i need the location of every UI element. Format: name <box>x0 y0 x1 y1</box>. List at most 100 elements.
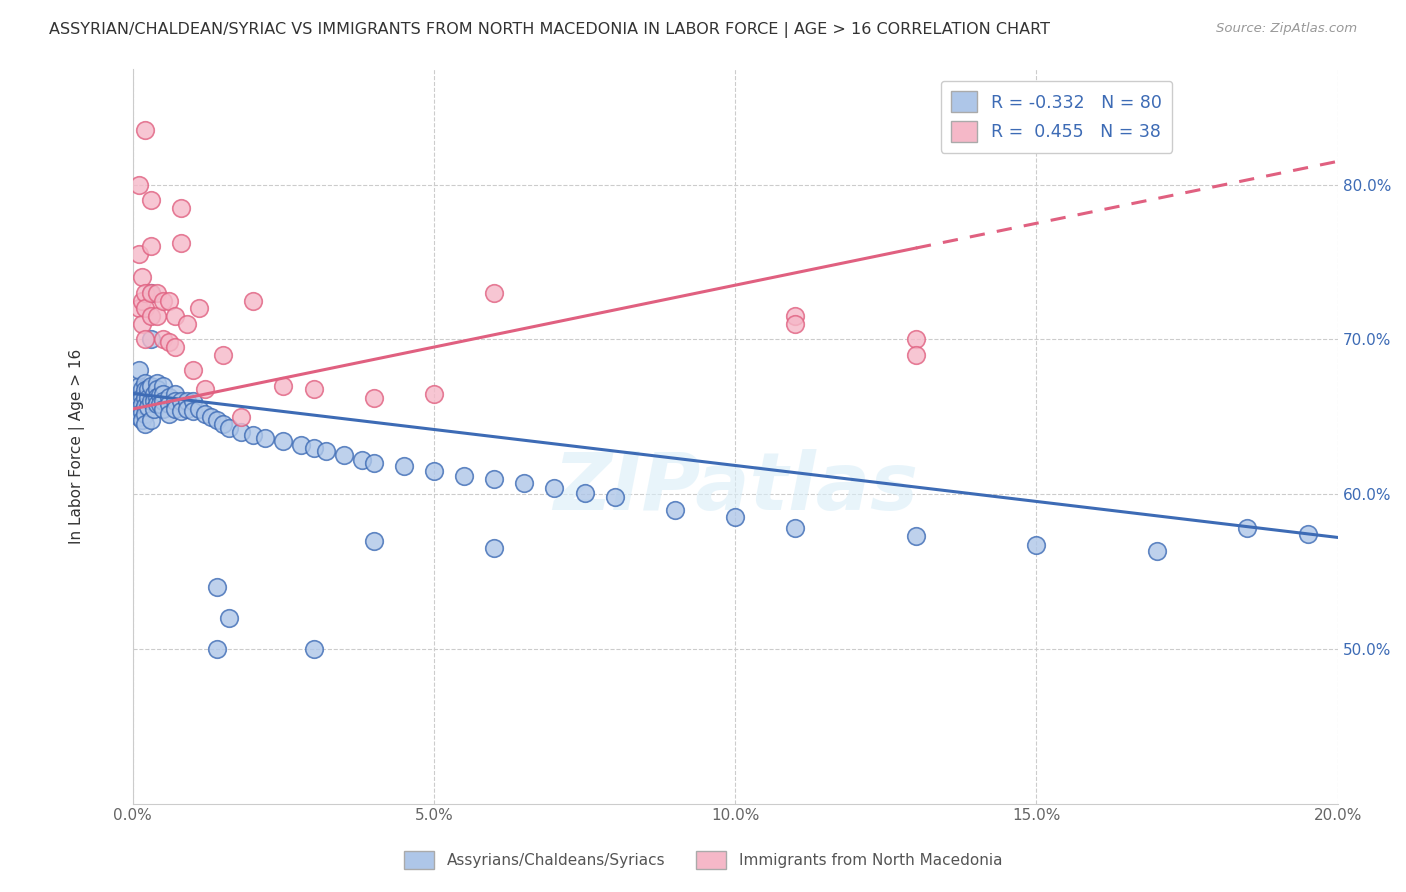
Point <box>904 529 927 543</box>
Point <box>131 270 153 285</box>
Point <box>134 376 156 390</box>
Point <box>170 403 193 417</box>
Point <box>134 285 156 300</box>
Point <box>163 340 186 354</box>
Point <box>139 378 162 392</box>
Point <box>134 332 156 346</box>
Point <box>423 464 446 478</box>
Point <box>128 394 150 409</box>
Point <box>574 485 596 500</box>
Point <box>242 428 264 442</box>
Point <box>134 123 156 137</box>
Point <box>176 394 198 409</box>
Point <box>218 420 240 434</box>
Point <box>152 402 174 417</box>
Point <box>170 394 193 409</box>
Point <box>181 403 204 417</box>
Point <box>484 541 506 556</box>
Point <box>146 376 169 390</box>
Point <box>664 502 686 516</box>
Point <box>128 178 150 192</box>
Point <box>205 580 228 594</box>
Point <box>163 386 186 401</box>
Point <box>181 394 204 409</box>
Point <box>170 236 193 251</box>
Point <box>134 407 156 421</box>
Point <box>136 391 159 405</box>
Point <box>139 285 162 300</box>
Point <box>363 456 385 470</box>
Point <box>290 437 312 451</box>
Point <box>205 413 228 427</box>
Point <box>273 434 295 449</box>
Point <box>131 405 153 419</box>
Point <box>194 407 217 421</box>
Point <box>200 409 222 424</box>
Point <box>543 481 565 495</box>
Point <box>212 348 235 362</box>
Point <box>188 402 211 417</box>
Point <box>152 386 174 401</box>
Point <box>152 293 174 308</box>
Point <box>194 382 217 396</box>
Point <box>131 382 153 396</box>
Point <box>142 394 165 409</box>
Text: ASSYRIAN/CHALDEAN/SYRIAC VS IMMIGRANTS FROM NORTH MACEDONIA IN LABOR FORCE | AGE: ASSYRIAN/CHALDEAN/SYRIAC VS IMMIGRANTS F… <box>49 22 1050 38</box>
Point <box>146 309 169 323</box>
Point <box>170 201 193 215</box>
Point <box>315 443 337 458</box>
Point <box>128 378 150 392</box>
Point <box>163 309 186 323</box>
Point <box>139 193 162 207</box>
Point <box>163 402 186 417</box>
Point <box>231 425 253 440</box>
Point <box>128 402 150 417</box>
Point <box>157 390 180 404</box>
Point <box>785 521 807 535</box>
Point <box>188 301 211 316</box>
Point <box>242 293 264 308</box>
Point <box>157 407 180 421</box>
Point <box>181 363 204 377</box>
Point <box>273 378 295 392</box>
Point <box>157 335 180 350</box>
Text: Source: ZipAtlas.com: Source: ZipAtlas.com <box>1216 22 1357 36</box>
Point <box>139 239 162 253</box>
Point <box>157 293 180 308</box>
Point <box>785 309 807 323</box>
Legend: R = -0.332   N = 80, R =  0.455   N = 38: R = -0.332 N = 80, R = 0.455 N = 38 <box>941 81 1173 153</box>
Point <box>152 394 174 409</box>
Point <box>136 401 159 415</box>
Point <box>131 293 153 308</box>
Point <box>176 317 198 331</box>
Point <box>131 317 153 331</box>
Point <box>513 476 536 491</box>
Point <box>392 459 415 474</box>
Point <box>134 399 156 413</box>
Point <box>205 641 228 656</box>
Point <box>149 397 172 411</box>
Point <box>363 533 385 548</box>
Point <box>302 382 325 396</box>
Point <box>131 390 153 404</box>
Point <box>350 453 373 467</box>
Point <box>904 348 927 362</box>
Point <box>142 402 165 417</box>
Text: In Labor Force | Age > 16: In Labor Force | Age > 16 <box>69 349 86 543</box>
Point <box>142 386 165 401</box>
Point <box>218 611 240 625</box>
Point <box>423 386 446 401</box>
Point <box>785 317 807 331</box>
Point <box>152 378 174 392</box>
Point <box>146 390 169 404</box>
Point <box>302 441 325 455</box>
Point <box>134 384 156 398</box>
Point <box>131 397 153 411</box>
Point <box>1025 538 1047 552</box>
Point <box>146 397 169 411</box>
Point <box>149 388 172 402</box>
Point <box>302 641 325 656</box>
Legend: Assyrians/Chaldeans/Syriacs, Immigrants from North Macedonia: Assyrians/Chaldeans/Syriacs, Immigrants … <box>398 845 1008 875</box>
Point <box>163 394 186 409</box>
Point <box>128 363 150 377</box>
